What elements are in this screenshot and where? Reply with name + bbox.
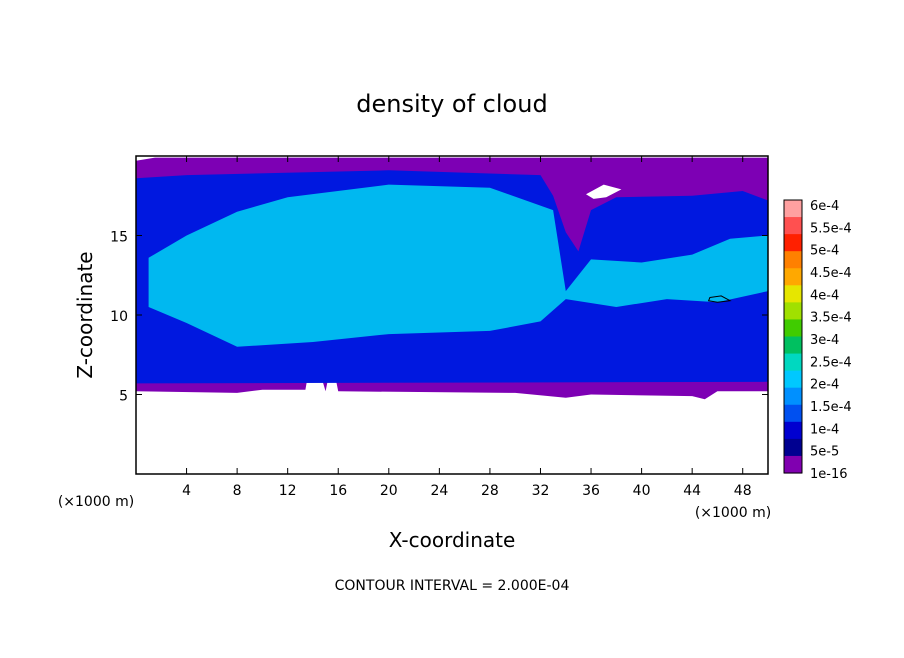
x-tick-label: 40: [633, 483, 651, 499]
x-tick-label: 12: [279, 483, 297, 499]
x-axis-title: X-coordinate: [389, 528, 516, 552]
colorbar: 6e-4 5.5e-4 5e-4 4.5e-4 4e-4 3.5e-4 3e-4 2.5e-4…: [783, 199, 852, 482]
colorbar-label: 3.5e-4: [810, 311, 852, 326]
x-unit-right: (×1000 m): [695, 505, 771, 521]
colorbar-swatch: [784, 234, 802, 252]
y-axis-title: Z-coordinate: [73, 251, 97, 378]
colorbar-label: 2e-4: [810, 378, 839, 393]
y-tick-label: 5: [119, 389, 128, 405]
colorbar-swatch: [784, 353, 802, 372]
colorbar-swatch: [784, 285, 802, 303]
colorbar-label: 4e-4: [810, 288, 839, 303]
colorbar-swatch: [784, 336, 802, 355]
y-axis: 5 10 15: [110, 230, 768, 405]
contour-interval-note: CONTOUR INTERVAL = 2.000E-04: [335, 578, 570, 594]
colorbar-frame: [783, 199, 803, 474]
contour-line: [707, 295, 732, 303]
colorbar-label: 1.5e-4: [810, 400, 852, 415]
colorbar-swatch: [784, 251, 802, 269]
x-tick-label: 32: [532, 483, 550, 499]
x-tick-label: 24: [430, 483, 448, 499]
colorbar-swatch: [784, 370, 802, 389]
colorbar-label: 1e-4: [810, 422, 839, 437]
x-tick-label: 4: [182, 483, 191, 499]
colorbar-label: 3e-4: [810, 333, 839, 348]
band-core-density: [148, 184, 768, 347]
colorbar-swatch: [784, 302, 802, 321]
x-unit-left: (×1000 m): [58, 494, 134, 510]
chart-title: density of cloud: [356, 90, 547, 118]
colorbar-swatch: [784, 455, 802, 474]
colorbar-label: 5e-5: [810, 445, 839, 460]
x-tick-label: 20: [380, 483, 398, 499]
colorbar-label: 2.5e-4: [810, 355, 852, 370]
y-tick-label: 10: [110, 309, 128, 325]
colorbar-label: 5.5e-4: [810, 221, 852, 236]
colorbar-label: 6e-4: [810, 199, 839, 214]
x-tick-label: 48: [734, 483, 752, 499]
x-tick-label: 44: [683, 483, 701, 499]
y-tick-label: 15: [110, 230, 128, 246]
colorbar-swatch: [784, 404, 802, 423]
colorbar-label: 4.5e-4: [810, 266, 852, 281]
x-tick-label: 16: [329, 483, 347, 499]
x-axis: 4 8 12 16 20 24 28 32 36 40 44 48: [182, 156, 752, 499]
x-tick-label: 36: [582, 483, 600, 499]
plot-area: [136, 156, 768, 474]
colorbar-label: 1e-16: [810, 467, 848, 482]
colorbar-swatch: [784, 438, 802, 457]
colorbar-label: 5e-4: [810, 244, 839, 259]
x-tick-label: 8: [233, 483, 242, 499]
colorbar-swatch: [784, 319, 802, 338]
clear-air-pocket: [586, 184, 622, 199]
colorbar-swatch: [784, 387, 802, 406]
colorbar-swatch: [784, 421, 802, 440]
colorbar-swatch: [784, 268, 802, 286]
colorbar-swatch: [784, 217, 802, 235]
x-tick-label: 28: [481, 483, 499, 499]
colorbar-swatch: [784, 200, 802, 218]
